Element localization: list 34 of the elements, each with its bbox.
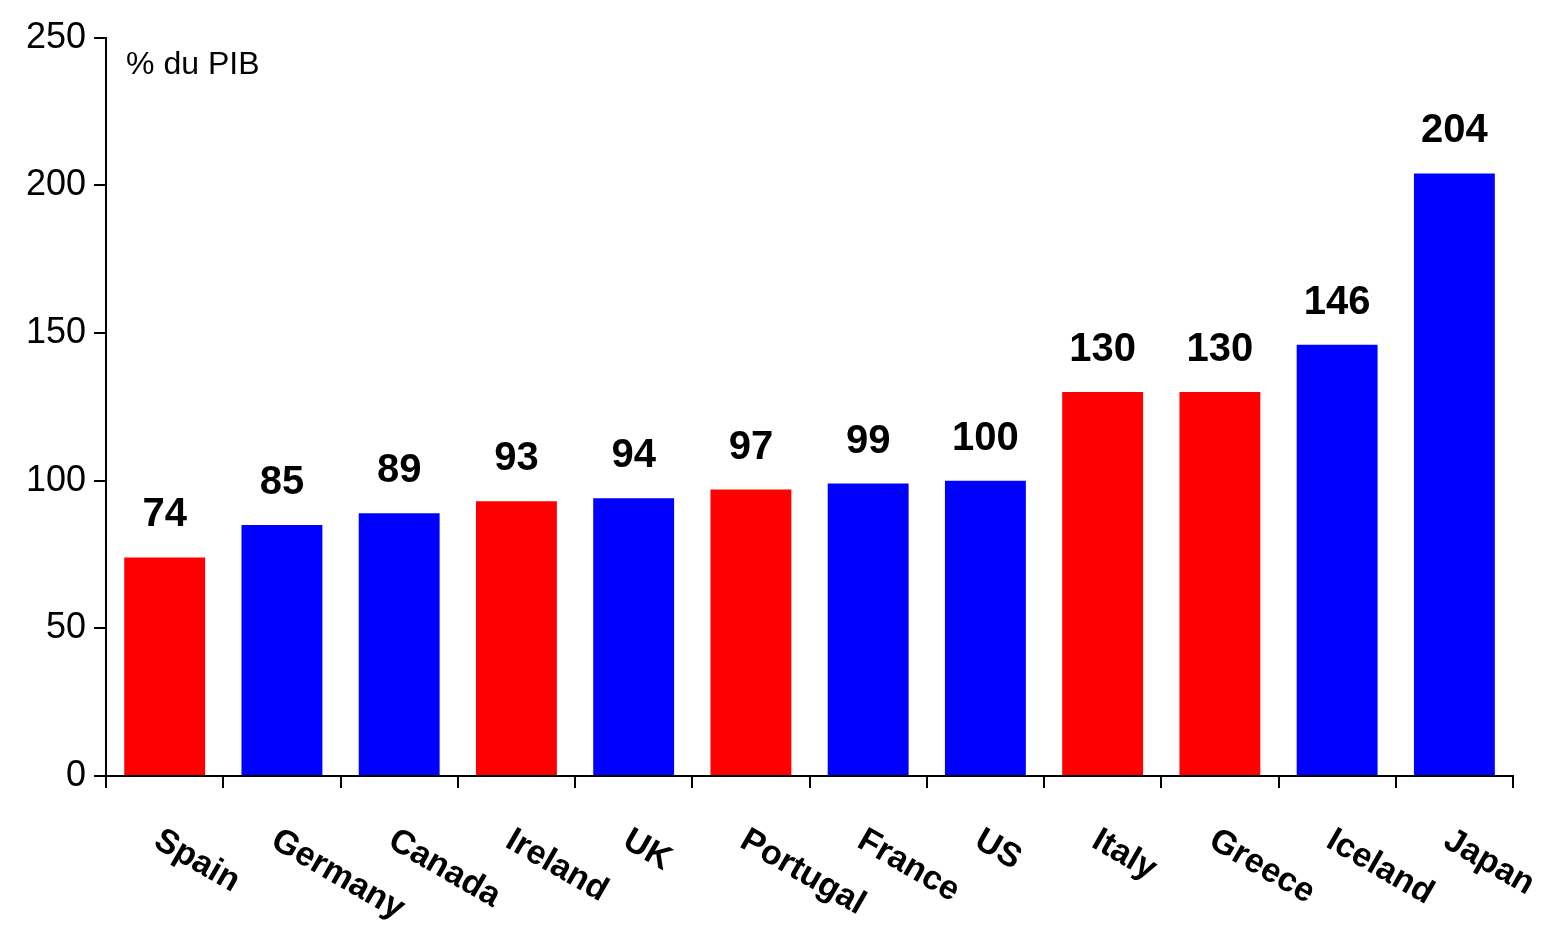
y-axis-title: % du PIB xyxy=(126,45,260,82)
y-tick-label: 100 xyxy=(25,457,87,499)
bar xyxy=(124,557,206,775)
data-label: 130 xyxy=(1069,325,1137,370)
bar xyxy=(475,501,557,775)
y-tick-label: 150 xyxy=(25,309,87,351)
bar xyxy=(1296,344,1378,775)
data-label: 74 xyxy=(142,490,188,535)
bar xyxy=(358,513,440,775)
bar xyxy=(593,498,675,775)
data-label: 89 xyxy=(376,446,422,491)
data-label: 146 xyxy=(1303,277,1371,322)
x-tick-label: US xyxy=(969,819,1030,876)
bar xyxy=(1413,173,1495,775)
bar xyxy=(1179,392,1261,775)
bar xyxy=(710,489,792,775)
data-label: 94 xyxy=(611,431,657,476)
y-tick-label: 250 xyxy=(25,14,87,56)
data-label: 85 xyxy=(259,457,305,502)
x-tick-label: Italy xyxy=(1086,819,1165,887)
x-tick-label: UK xyxy=(617,819,680,877)
data-label: 204 xyxy=(1421,106,1489,151)
data-label: 99 xyxy=(845,416,891,461)
bar xyxy=(944,480,1026,775)
bar xyxy=(827,483,909,775)
bar xyxy=(241,524,323,775)
data-label: 130 xyxy=(1186,325,1254,370)
data-label: 97 xyxy=(728,422,774,467)
y-tick-label: 50 xyxy=(46,605,87,647)
y-tick-label: 200 xyxy=(25,162,87,204)
data-label: 100 xyxy=(952,413,1019,458)
bar xyxy=(1062,392,1144,775)
data-label: 93 xyxy=(494,434,539,479)
y-tick-label: 0 xyxy=(66,752,87,794)
